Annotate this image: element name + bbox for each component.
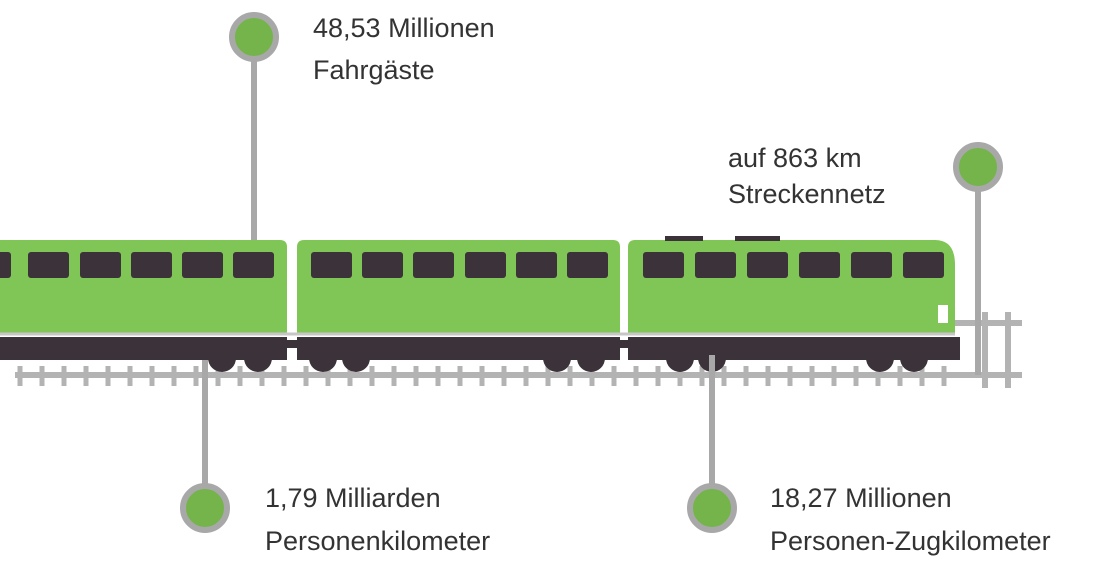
pantograph — [735, 236, 780, 241]
window — [567, 252, 608, 278]
window — [182, 252, 223, 278]
wheel — [666, 344, 694, 372]
drawing — [0, 15, 1022, 530]
headlight — [938, 305, 948, 323]
callout-label: Fahrgäste — [313, 55, 435, 85]
pantograph — [665, 236, 703, 241]
callout-dot — [690, 486, 734, 530]
wheel — [309, 344, 337, 372]
window — [413, 252, 454, 278]
undercarriage — [0, 337, 287, 360]
window — [851, 252, 892, 278]
callout-value: auf 863 km — [728, 143, 862, 173]
window — [362, 252, 403, 278]
window — [695, 252, 736, 278]
wheel — [244, 344, 272, 372]
wheel — [866, 344, 894, 372]
callout-dot — [183, 486, 227, 530]
window — [311, 252, 352, 278]
window — [643, 252, 684, 278]
wheel — [208, 344, 236, 372]
window — [799, 252, 840, 278]
callout-label: Streckennetz — [728, 179, 886, 209]
coupler — [616, 340, 632, 348]
window — [233, 252, 274, 278]
window — [28, 252, 69, 278]
callout-value: 48,53 Millionen — [313, 13, 495, 43]
callout-value: 18,27 Millionen — [770, 483, 952, 513]
callout-dot — [956, 145, 1000, 189]
callout-label: Personen-Zugkilometer — [770, 526, 1051, 556]
window — [465, 252, 506, 278]
callout-value: 1,79 Milliarden — [265, 483, 441, 513]
wheel — [342, 344, 370, 372]
window — [516, 252, 557, 278]
window — [80, 252, 121, 278]
window — [131, 252, 172, 278]
wheel — [543, 344, 571, 372]
window — [903, 252, 944, 278]
infographic: 48,53 Millionen Fahrgäste auf 863 km Str… — [0, 0, 1105, 561]
window — [0, 252, 11, 278]
callout-label: Personenkilometer — [265, 526, 490, 556]
coupler — [284, 340, 300, 348]
wheel — [900, 344, 928, 372]
window — [747, 252, 788, 278]
callout-dot — [232, 15, 276, 59]
page: 48,53 Millionen Fahrgäste auf 863 km Str… — [0, 0, 1105, 561]
wheel — [577, 344, 605, 372]
